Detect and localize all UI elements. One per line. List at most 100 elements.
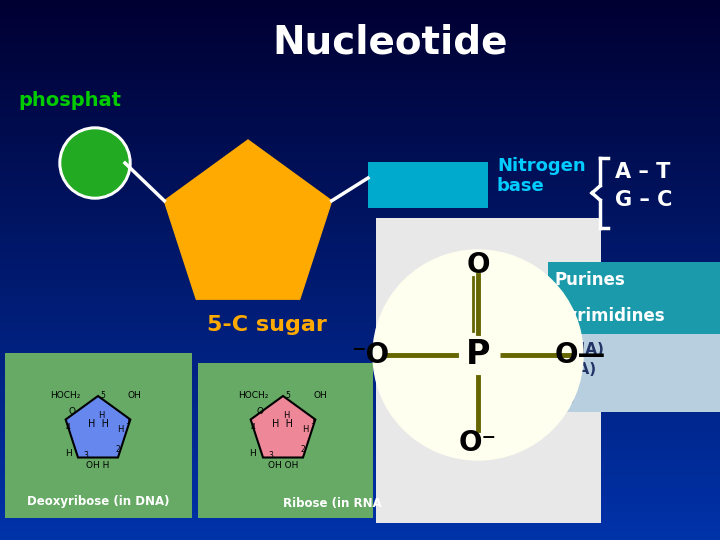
FancyBboxPatch shape	[198, 363, 373, 518]
Text: 2: 2	[301, 446, 305, 455]
FancyBboxPatch shape	[0, 432, 720, 442]
Text: 4: 4	[251, 423, 256, 433]
Text: HOCH₂: HOCH₂	[50, 392, 81, 401]
FancyBboxPatch shape	[0, 297, 720, 307]
FancyBboxPatch shape	[0, 216, 720, 226]
FancyBboxPatch shape	[0, 450, 720, 460]
FancyBboxPatch shape	[0, 369, 720, 379]
FancyBboxPatch shape	[548, 382, 720, 412]
Text: Deoxyribose (in DNA): Deoxyribose (in DNA)	[27, 495, 169, 508]
Polygon shape	[164, 140, 332, 299]
Circle shape	[373, 250, 583, 460]
Text: 5: 5	[101, 392, 105, 401]
Text: HOCH₂: HOCH₂	[238, 392, 269, 401]
FancyBboxPatch shape	[0, 252, 720, 262]
FancyBboxPatch shape	[0, 504, 720, 514]
FancyBboxPatch shape	[548, 334, 720, 382]
Text: H: H	[117, 426, 123, 435]
Text: (DNA): (DNA)	[554, 341, 605, 356]
Text: H: H	[98, 410, 104, 420]
FancyBboxPatch shape	[0, 396, 720, 406]
Text: Nucleotide: Nucleotide	[272, 23, 508, 61]
FancyBboxPatch shape	[0, 135, 720, 145]
FancyBboxPatch shape	[0, 306, 720, 316]
FancyBboxPatch shape	[0, 387, 720, 397]
FancyBboxPatch shape	[0, 72, 720, 82]
FancyBboxPatch shape	[0, 243, 720, 253]
Text: OH: OH	[128, 392, 142, 401]
Text: OH OH: OH OH	[268, 461, 298, 469]
FancyBboxPatch shape	[0, 0, 720, 10]
Text: 5: 5	[286, 392, 290, 401]
Text: Purines: Purines	[554, 271, 625, 289]
FancyBboxPatch shape	[0, 225, 720, 235]
Text: A – T: A – T	[615, 162, 670, 182]
Text: 3: 3	[269, 451, 274, 461]
FancyBboxPatch shape	[0, 405, 720, 415]
FancyBboxPatch shape	[0, 468, 720, 478]
Polygon shape	[66, 396, 130, 457]
FancyBboxPatch shape	[0, 324, 720, 334]
FancyBboxPatch shape	[0, 288, 720, 298]
Text: H  H: H H	[272, 419, 294, 429]
FancyBboxPatch shape	[0, 342, 720, 352]
FancyBboxPatch shape	[0, 414, 720, 424]
FancyBboxPatch shape	[0, 522, 720, 532]
Text: O: O	[256, 408, 264, 416]
Polygon shape	[251, 396, 315, 457]
FancyBboxPatch shape	[0, 180, 720, 190]
Text: Pyrimidines: Pyrimidines	[554, 307, 665, 325]
Text: H: H	[302, 426, 308, 435]
Text: OH H: OH H	[86, 461, 109, 469]
Text: 2: 2	[116, 446, 120, 455]
Text: 4: 4	[66, 423, 71, 433]
FancyBboxPatch shape	[0, 162, 720, 172]
Text: O: O	[467, 251, 490, 279]
FancyBboxPatch shape	[548, 298, 720, 334]
FancyBboxPatch shape	[0, 36, 720, 46]
Text: O—: O—	[554, 341, 606, 369]
FancyBboxPatch shape	[0, 126, 720, 136]
FancyBboxPatch shape	[0, 495, 720, 505]
Text: H: H	[283, 410, 289, 420]
Text: RNA): RNA)	[554, 361, 597, 376]
Text: H: H	[250, 449, 256, 457]
FancyBboxPatch shape	[0, 261, 720, 271]
Text: O: O	[68, 408, 76, 416]
Text: P: P	[466, 339, 490, 372]
Text: 1: 1	[310, 417, 315, 427]
FancyBboxPatch shape	[0, 45, 720, 55]
FancyBboxPatch shape	[0, 63, 720, 73]
FancyBboxPatch shape	[0, 153, 720, 163]
FancyBboxPatch shape	[0, 360, 720, 370]
FancyBboxPatch shape	[0, 279, 720, 289]
FancyBboxPatch shape	[0, 54, 720, 64]
Circle shape	[62, 130, 128, 196]
Text: OH: OH	[314, 392, 328, 401]
FancyBboxPatch shape	[0, 378, 720, 388]
FancyBboxPatch shape	[0, 423, 720, 433]
FancyBboxPatch shape	[0, 513, 720, 523]
FancyBboxPatch shape	[0, 270, 720, 280]
FancyBboxPatch shape	[5, 353, 192, 518]
FancyBboxPatch shape	[0, 333, 720, 343]
FancyBboxPatch shape	[0, 234, 720, 244]
Text: Ribose (in RNA: Ribose (in RNA	[283, 496, 382, 510]
FancyBboxPatch shape	[0, 531, 720, 540]
FancyBboxPatch shape	[0, 117, 720, 127]
FancyBboxPatch shape	[0, 441, 720, 451]
FancyBboxPatch shape	[548, 262, 720, 298]
FancyBboxPatch shape	[0, 477, 720, 487]
Text: H: H	[65, 449, 71, 457]
Text: Nitrogen
base: Nitrogen base	[497, 157, 585, 195]
Text: 3: 3	[84, 451, 89, 461]
FancyBboxPatch shape	[0, 207, 720, 217]
FancyBboxPatch shape	[0, 144, 720, 154]
FancyBboxPatch shape	[0, 198, 720, 208]
FancyBboxPatch shape	[0, 99, 720, 109]
FancyBboxPatch shape	[0, 108, 720, 118]
FancyBboxPatch shape	[376, 218, 601, 523]
Text: 5-C sugar: 5-C sugar	[207, 315, 327, 335]
FancyBboxPatch shape	[0, 171, 720, 181]
FancyBboxPatch shape	[368, 162, 488, 208]
